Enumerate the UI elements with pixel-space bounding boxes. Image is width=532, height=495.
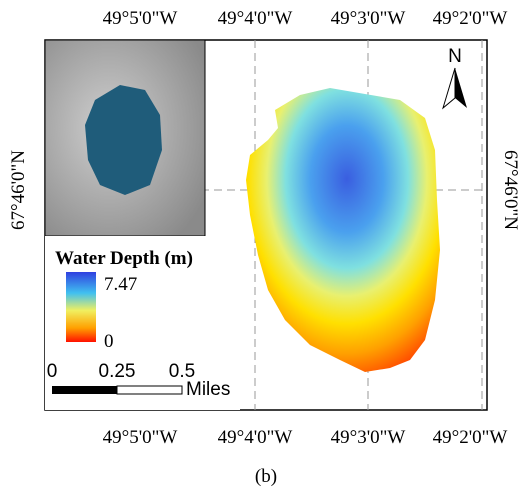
legend-title: Water Depth (m) xyxy=(55,248,193,269)
legend-max: 7.47 xyxy=(104,274,137,295)
bottom-label: 49°3'0"W xyxy=(331,427,406,448)
right-label: 67°46'0"N xyxy=(500,150,521,230)
scale-tick: 0 xyxy=(47,361,58,382)
scale-unit: Miles xyxy=(186,379,230,400)
bottom-label: 49°5'0"W xyxy=(103,427,178,448)
caption: (b) xyxy=(255,466,277,487)
north-label: N xyxy=(448,46,462,67)
top-label: 49°5'0"W xyxy=(103,8,178,29)
scale-tick: 0.5 xyxy=(169,361,195,382)
left-label: 67°46'0"N xyxy=(8,150,29,230)
top-label: 49°3'0"W xyxy=(331,8,406,29)
bottom-label: 49°4'0"W xyxy=(218,427,293,448)
north-arrow-right xyxy=(455,68,467,108)
top-label: 49°4'0"W xyxy=(218,8,293,29)
bottom-label: 49°2'0"W xyxy=(433,427,508,448)
top-label: 49°2'0"W xyxy=(433,8,508,29)
legend-ramp xyxy=(66,272,96,342)
scale-bar-light xyxy=(116,385,183,395)
scale-bar-dark xyxy=(52,386,117,394)
inset-lake xyxy=(85,85,162,195)
legend-min: 0 xyxy=(104,331,114,352)
scale-tick: 0.25 xyxy=(99,361,136,382)
depth-map xyxy=(246,88,440,372)
